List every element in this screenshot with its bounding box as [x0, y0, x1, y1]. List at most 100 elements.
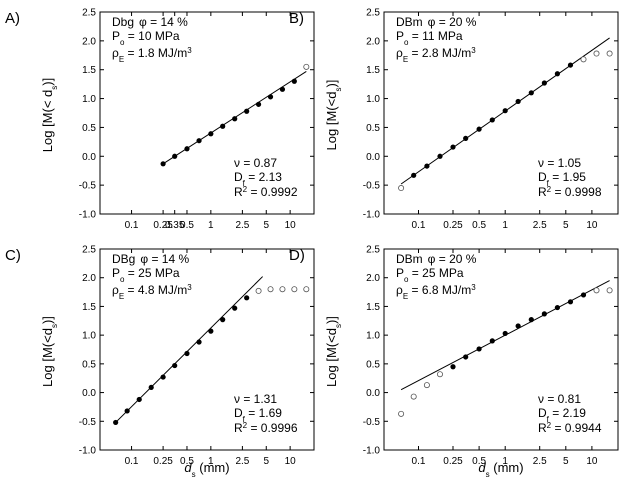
- y-axis-label-sub: s: [334, 324, 343, 328]
- y-tick-label: 2.5: [82, 245, 96, 256]
- energy-symbol: ρ: [396, 283, 403, 297]
- panel-label: A): [5, 10, 20, 27]
- x-axis-label: ds (mm): [478, 460, 523, 477]
- stat-d-sub: f: [547, 415, 550, 424]
- data-point-open: [267, 286, 274, 293]
- annotation-pressure: Po = 10 MPa: [112, 29, 180, 47]
- stat-nu: ν = 1.31: [234, 392, 277, 406]
- data-point-filled: [124, 408, 130, 414]
- data-point-open: [303, 63, 310, 70]
- data-point-open: [580, 56, 587, 63]
- porosity: φ = 14 %: [140, 252, 189, 266]
- data-point-open: [593, 50, 600, 57]
- x-tick-label: 5: [263, 220, 269, 231]
- x-tick-label: 10: [285, 456, 297, 467]
- annotation-pressure: Po = 11 MPa: [396, 29, 463, 47]
- x-tick-label: 0.25: [153, 220, 173, 231]
- sample-name: Dbg: [112, 15, 134, 29]
- stat-d-sub: f: [243, 415, 246, 424]
- stat-fractal-dimension: Df = 2.13: [234, 170, 282, 188]
- y-axis-label-end: )]: [40, 316, 55, 324]
- energy-sub: E: [403, 292, 408, 301]
- y-tick-label: 2.5: [366, 245, 380, 256]
- data-point-filled: [208, 328, 214, 334]
- stat-d-sub: f: [243, 179, 246, 188]
- x-tick-label: 10: [586, 220, 598, 231]
- y-tick-label: 1.0: [82, 331, 96, 342]
- stat-d-sub: f: [547, 179, 550, 188]
- data-point-open: [398, 410, 405, 417]
- y-tick-label: 1.0: [366, 94, 380, 105]
- stat-d-symbol: D: [234, 406, 243, 420]
- x-tick-label: 0.5: [472, 220, 486, 231]
- panel-3: -1.0 -0.5 0.0 0.5 1.0 1.5 2.0 2.5 0.1 0.25 0.5 1 2.5…: [5, 245, 315, 477]
- y-axis-label-main: Log [M(< d: [40, 90, 55, 153]
- pressure-value: = 25 MPa: [124, 266, 179, 280]
- energy-sup: 3: [187, 46, 192, 55]
- y-tick-label: 0.0: [366, 152, 380, 163]
- data-point-filled: [515, 323, 521, 329]
- data-point-filled: [437, 153, 443, 159]
- data-point-filled: [232, 116, 238, 122]
- x-axis-label-unit: (mm): [490, 460, 524, 475]
- data-point-filled: [580, 292, 587, 298]
- pressure-value: = 25 MPa: [408, 266, 463, 280]
- data-point-filled: [208, 131, 214, 137]
- data-point-filled: [424, 163, 430, 169]
- data-point-open: [255, 287, 262, 294]
- sample-name: DBm: [396, 15, 423, 29]
- y-tick-label: 1.5: [366, 302, 380, 313]
- energy-sub: E: [119, 55, 124, 64]
- y-axis-label-main: Log [M(<d: [324, 328, 339, 387]
- x-tick-label: 0.1: [412, 456, 426, 467]
- x-axis-label-unit: (mm): [196, 460, 230, 475]
- stat-r-squared: R2 = 0.9944: [538, 421, 602, 436]
- plot-frame: [383, 248, 619, 451]
- data-point-open: [606, 50, 613, 57]
- x-tick-label: 1: [502, 456, 508, 467]
- annotation-energy: ρE = 1.8 MJ/m3: [112, 46, 192, 64]
- stat-r-squared: R2 = 0.9998: [538, 185, 602, 200]
- y-tick-label: 0.5: [82, 123, 96, 134]
- y-axis-label-sub: s: [334, 88, 343, 92]
- x-tick-label: 1: [208, 456, 214, 467]
- y-tick-label: -0.5: [363, 181, 381, 192]
- stat-fractal-dimension: Df = 1.95: [538, 170, 586, 188]
- panel-label: C): [5, 247, 21, 264]
- pressure-value: = 10 MPa: [124, 29, 179, 43]
- panel-label: D): [289, 247, 305, 264]
- data-point-filled: [463, 354, 469, 360]
- plot-frame: [383, 11, 619, 215]
- x-tick-label: 0.1: [125, 456, 139, 467]
- data-point-filled: [255, 101, 262, 107]
- x-tick-label: 5: [563, 220, 569, 231]
- energy-sup: 3: [471, 46, 476, 55]
- x-tick-label: 5: [563, 456, 569, 467]
- data-point-filled: [502, 330, 508, 337]
- stat-d-value: = 1.69: [245, 406, 282, 420]
- energy-symbol: ρ: [112, 46, 119, 60]
- x-tick-label: 2.5: [533, 220, 547, 231]
- y-tick-label: 0.0: [366, 388, 380, 399]
- data-point-filled: [196, 339, 202, 345]
- data-point-open: [410, 393, 417, 400]
- data-point-filled: [196, 138, 202, 144]
- data-point-filled: [541, 80, 547, 86]
- x-tick-label: 0.25: [153, 456, 173, 467]
- sample-name: DBm: [396, 252, 423, 266]
- energy-sub: E: [403, 55, 408, 64]
- data-point-filled: [184, 146, 190, 152]
- data-point-filled: [220, 123, 226, 129]
- stat-d-symbol: D: [234, 170, 243, 184]
- data-point-filled: [220, 317, 226, 323]
- y-axis-label: Log [M(< ds)]: [40, 78, 59, 152]
- x-tick-label: 0.5: [472, 456, 486, 467]
- y-tick-label: -0.5: [363, 417, 381, 428]
- stat-d-value: = 2.13: [245, 170, 282, 184]
- stat-fractal-dimension: Df = 2.19: [538, 406, 586, 424]
- data-point-open: [303, 286, 310, 293]
- data-point-open: [593, 287, 600, 294]
- x-tick-label: 2.5: [533, 456, 547, 467]
- data-point-filled: [244, 295, 250, 301]
